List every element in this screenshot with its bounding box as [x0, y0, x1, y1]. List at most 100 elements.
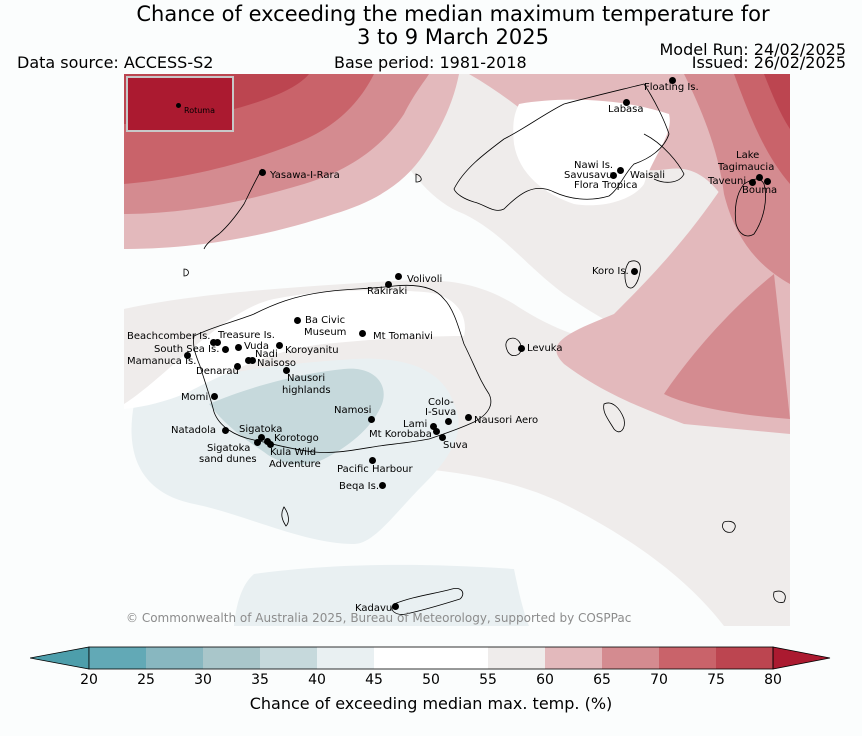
colorbar-segment	[146, 647, 203, 669]
colorbar-tick-label: 40	[308, 672, 326, 688]
place-marker-mamanuca	[184, 352, 191, 359]
place-label-bouma: Bouma	[742, 185, 778, 196]
place-marker-nausori-aero	[465, 414, 472, 421]
colorbar-segment	[317, 647, 374, 669]
place-label-pacific-harbour: Pacific Harbour	[337, 464, 413, 475]
place-marker-pacific-harbour	[369, 457, 376, 464]
map-shading	[124, 74, 790, 626]
place-label-kula-1: Kula Wild	[270, 447, 317, 458]
place-marker-yasawa	[259, 169, 266, 176]
place-label-mamanuca: Mamanuca Is.	[127, 356, 197, 367]
colorbar-segment	[89, 647, 146, 669]
place-marker-floating	[669, 77, 676, 84]
place-marker-mt-korobaba	[433, 428, 440, 435]
place-label-korotogo: Korotogo	[274, 433, 319, 444]
colorbar-over-arrow	[772, 646, 831, 670]
colorbar-tick-label: 30	[194, 672, 212, 688]
place-marker-savusavu	[617, 167, 624, 174]
place-label-vuda: Vuda	[244, 341, 269, 352]
chart-title-line1: Chance of exceeding the median maximum t…	[136, 2, 770, 26]
place-marker-bouma	[764, 178, 771, 185]
place-label-kula-2: Adventure	[269, 459, 321, 470]
place-marker-levuka	[518, 345, 525, 352]
place-label-suva: Suva	[443, 440, 468, 451]
place-label-naisoso: Naisoso	[257, 358, 297, 369]
place-label-natadola: Natadola	[171, 425, 217, 436]
colorbar-segment	[545, 647, 602, 669]
place-label-ba-civic-2: Museum	[304, 327, 347, 338]
colorbar-segment	[431, 647, 488, 669]
colorbar	[30, 646, 831, 670]
place-marker-mt-tomanivi	[359, 330, 366, 337]
place-label-lami: Lami	[403, 419, 428, 430]
copyright-notice: © Commonwealth of Australia 2025, Bureau…	[126, 611, 632, 625]
place-label-nausori-highlands-1: Nausori	[287, 373, 326, 384]
place-label-floating: Floating Is.	[644, 82, 699, 93]
colorbar-segment	[374, 647, 431, 669]
place-label-levuka: Levuka	[527, 343, 563, 354]
place-label-denarau: Denarau	[196, 366, 239, 377]
place-label-kadavu: Kadavu	[355, 603, 393, 614]
place-marker-volivoli	[395, 273, 402, 280]
data-source-label: Data source: ACCESS-S2	[17, 53, 214, 72]
place-label-beqa: Beqa Is.	[339, 481, 380, 492]
place-marker-tagimaucia	[756, 174, 763, 181]
rotuma-inset: Rotuma	[126, 76, 234, 132]
place-label-waisali: Waisali	[630, 170, 666, 181]
place-marker-kula	[267, 441, 274, 448]
place-label-mt-tomanivi: Mt Tomanivi	[373, 331, 433, 342]
colorbar-tick-label: 20	[80, 672, 98, 688]
place-label-treasure: Treasure Is.	[218, 330, 275, 341]
colorbar-segment	[488, 647, 545, 669]
place-marker-sigatoka-dunes	[254, 439, 261, 446]
place-marker-suva	[439, 434, 446, 441]
place-marker-koro	[631, 268, 638, 275]
colorbar-tick-label: 25	[137, 672, 155, 688]
place-label-sigatoka: Sigatoka	[239, 424, 283, 435]
place-label-koro: Koro Is.	[592, 266, 629, 277]
place-label-mt-korobaba: Mt Korobaba	[369, 429, 432, 440]
colorbar-tick-label: 35	[251, 672, 269, 688]
rotuma-label: Rotuma	[184, 106, 215, 115]
place-marker-rakiraki	[385, 281, 392, 288]
place-label-colo-isuva-2: I-Suva	[425, 407, 457, 418]
place-marker-beachcomber	[210, 339, 217, 346]
place-marker-lami	[430, 423, 437, 430]
place-marker-colo-isuva	[445, 418, 452, 425]
place-marker-kadavu	[392, 603, 399, 610]
place-marker-labasa	[623, 99, 630, 106]
issued-label: Issued: 26/02/2025	[691, 53, 846, 72]
colorbar-tick-label: 45	[365, 672, 383, 688]
place-label-taveuni: Taveuni	[708, 176, 747, 187]
colorbar-under-arrow	[30, 646, 90, 670]
place-label-south-sea: South Sea Is.	[154, 344, 220, 355]
model-run-label: Model Run: 24/02/2025	[659, 40, 847, 59]
place-label-nausori-aero: Nausori Aero	[474, 415, 539, 426]
place-marker-treasure	[214, 339, 221, 346]
colorbar-tick-label: 70	[650, 672, 668, 688]
colorbar-label: Chance of exceeding median max. temp. (%…	[249, 694, 613, 713]
colorbar-tick-label: 65	[593, 672, 611, 688]
colorbar-segment	[260, 647, 317, 669]
rotuma-marker	[176, 103, 181, 108]
place-label-colo-isuva-1: Colo-	[428, 397, 454, 408]
place-label-yasawa: Yasawa-I-Rara	[270, 170, 340, 181]
place-marker-nausori-highlands	[283, 367, 290, 374]
place-marker-koroyanitu	[276, 342, 283, 349]
place-marker-denarau	[234, 363, 241, 370]
place-label-beachcomber: Beachcomber Is.	[127, 331, 211, 342]
place-marker-nadi	[245, 357, 252, 364]
place-label-namosi: Namosi	[334, 405, 372, 416]
place-label-sigatoka-dunes-1: Sigatoka	[207, 443, 251, 454]
colorbar-tick-label: 50	[422, 672, 440, 688]
forecast-map: Rotuma	[124, 74, 790, 626]
place-label-flora-tropica: Flora Tropica	[574, 180, 638, 191]
place-marker-ba-civic	[294, 317, 301, 324]
place-marker-waisali	[610, 172, 617, 179]
place-label-ba-civic-1: Ba Civic	[305, 315, 346, 326]
colorbar-tick-label: 80	[764, 672, 782, 688]
place-label-koroyanitu: Koroyanitu	[285, 345, 339, 356]
place-label-lake-tagimaucia-1: Lake	[736, 150, 760, 161]
place-label-nadi: Nadi	[255, 349, 278, 360]
colorbar-segment	[203, 647, 260, 669]
